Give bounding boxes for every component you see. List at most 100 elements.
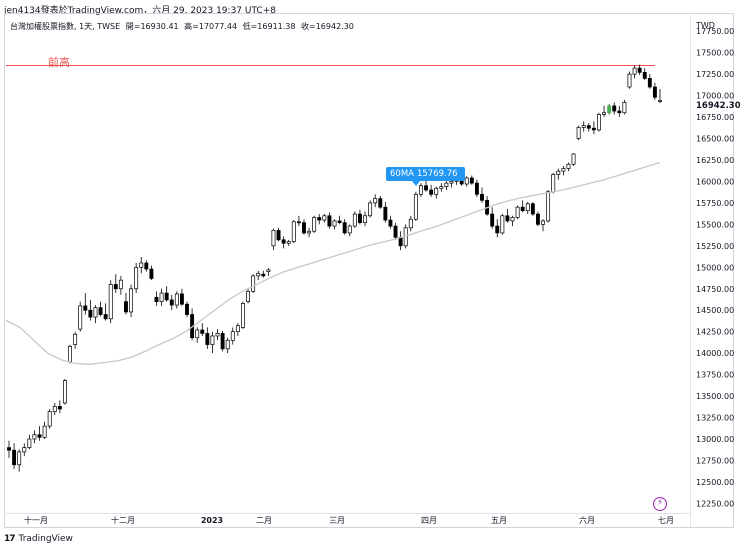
candle-body	[68, 345, 72, 363]
candle-body	[27, 438, 32, 448]
x-tick-label: 二月	[256, 516, 272, 525]
currency-label[interactable]: TWD	[696, 21, 715, 30]
candle-body	[7, 447, 11, 451]
candle-body	[464, 177, 469, 185]
candle-body	[647, 78, 652, 88]
x-tick-label: 十一月	[24, 515, 48, 525]
candle-body	[52, 406, 57, 412]
ma-tag-name: 60MA	[390, 169, 414, 179]
candle-body	[261, 273, 266, 277]
candle-body	[37, 434, 42, 438]
candle-body	[220, 333, 225, 350]
candle-body	[159, 292, 164, 302]
high-value: 高=17077.44	[184, 22, 238, 31]
x-tick-label: 2023	[201, 516, 223, 525]
candle-body	[215, 333, 220, 337]
candle-body	[154, 296, 159, 302]
candle-body	[118, 279, 123, 290]
y-tick-label: 14000.00	[696, 349, 734, 358]
candle-body	[525, 203, 530, 211]
candle-body	[444, 182, 449, 187]
candle-body	[378, 198, 383, 208]
y-tick-label: 13750.00	[696, 371, 734, 380]
candle-body	[210, 335, 215, 345]
last-price-label: 16942.30	[694, 101, 740, 111]
candle-body	[551, 174, 556, 193]
y-tick-label: 15750.00	[696, 199, 734, 208]
candle-body	[347, 225, 352, 234]
candle-body	[286, 241, 291, 244]
candle-body	[302, 222, 306, 234]
lightning-icon[interactable]: ⚡	[653, 497, 667, 511]
candle-body	[515, 206, 520, 218]
candle-body	[469, 177, 474, 184]
candle-body	[627, 73, 632, 88]
candle-body	[62, 380, 67, 404]
candle-body	[505, 215, 510, 222]
price-axis-divider	[690, 13, 691, 528]
candle-body	[195, 329, 200, 339]
candle-body	[622, 102, 627, 114]
candle-body	[266, 269, 271, 272]
candle-body	[169, 299, 174, 306]
candle-body	[17, 451, 22, 466]
candle-body	[256, 272, 261, 277]
candle-body	[246, 290, 250, 302]
candle-body	[571, 153, 576, 165]
candle-body	[612, 105, 617, 112]
y-tick-label: 12750.00	[696, 456, 734, 465]
candle-body	[307, 230, 312, 234]
y-tick-label: 13250.00	[696, 414, 734, 423]
chart-frame	[4, 13, 734, 528]
open-value: 開=16930.41	[125, 22, 179, 31]
candle-body	[241, 303, 245, 328]
candle-body	[429, 189, 434, 195]
candle-body	[383, 206, 388, 221]
candle-body	[149, 268, 154, 279]
y-tick-label: 14500.00	[696, 306, 734, 315]
tradingview-logo[interactable]: 𝟭𝟳 TradingView	[4, 534, 73, 544]
ma60-line	[5, 161, 661, 365]
ma-tag: 60MA 15769.76	[386, 167, 465, 186]
candle-body	[495, 225, 500, 234]
candle-body	[439, 186, 444, 189]
candle-body	[357, 213, 362, 223]
candle-body	[368, 202, 373, 217]
candle-body	[108, 284, 113, 320]
y-tick-label: 14750.00	[696, 285, 734, 294]
candle-body	[591, 127, 596, 131]
candle-body	[510, 217, 515, 222]
candle-body	[164, 292, 169, 301]
candle-body	[103, 314, 108, 320]
candle-body	[57, 406, 62, 410]
x-tick-label: 七月	[658, 516, 674, 525]
candle-body	[98, 307, 103, 315]
candle-body	[561, 168, 566, 172]
candle-body	[22, 447, 27, 453]
y-tick-label: 13000.00	[696, 435, 734, 444]
candle-body	[373, 198, 378, 204]
y-tick-label: 17500.00	[696, 49, 734, 58]
candle-body	[276, 230, 281, 241]
candle-body	[474, 182, 479, 195]
candle-body	[144, 262, 149, 270]
y-tick-label: 16000.00	[696, 177, 734, 186]
candle-body	[185, 303, 189, 315]
candle-body	[129, 288, 134, 313]
candle-body	[586, 125, 591, 129]
candle-body	[235, 325, 240, 333]
candle-body	[398, 236, 403, 247]
candle-body	[602, 112, 607, 115]
symbol-name[interactable]: 台灣加權股票指數, 1天, TWSE	[10, 22, 121, 31]
candle-body	[337, 220, 342, 223]
ma-tag-value: 15769.76	[416, 169, 458, 179]
candle-body	[271, 230, 276, 247]
candle-body	[546, 191, 551, 222]
candle-body	[83, 305, 88, 311]
candle-body	[225, 339, 230, 350]
y-tick-label: 12500.00	[696, 478, 734, 487]
publish-caption: jen4134發表於TradingView.com，六月 29, 2023 19…	[4, 6, 276, 16]
symbol-legend[interactable]: 台灣加權股票指數, 1天, TWSE 開=16930.41 高=17077.44…	[10, 21, 357, 32]
candle-body	[78, 305, 83, 330]
